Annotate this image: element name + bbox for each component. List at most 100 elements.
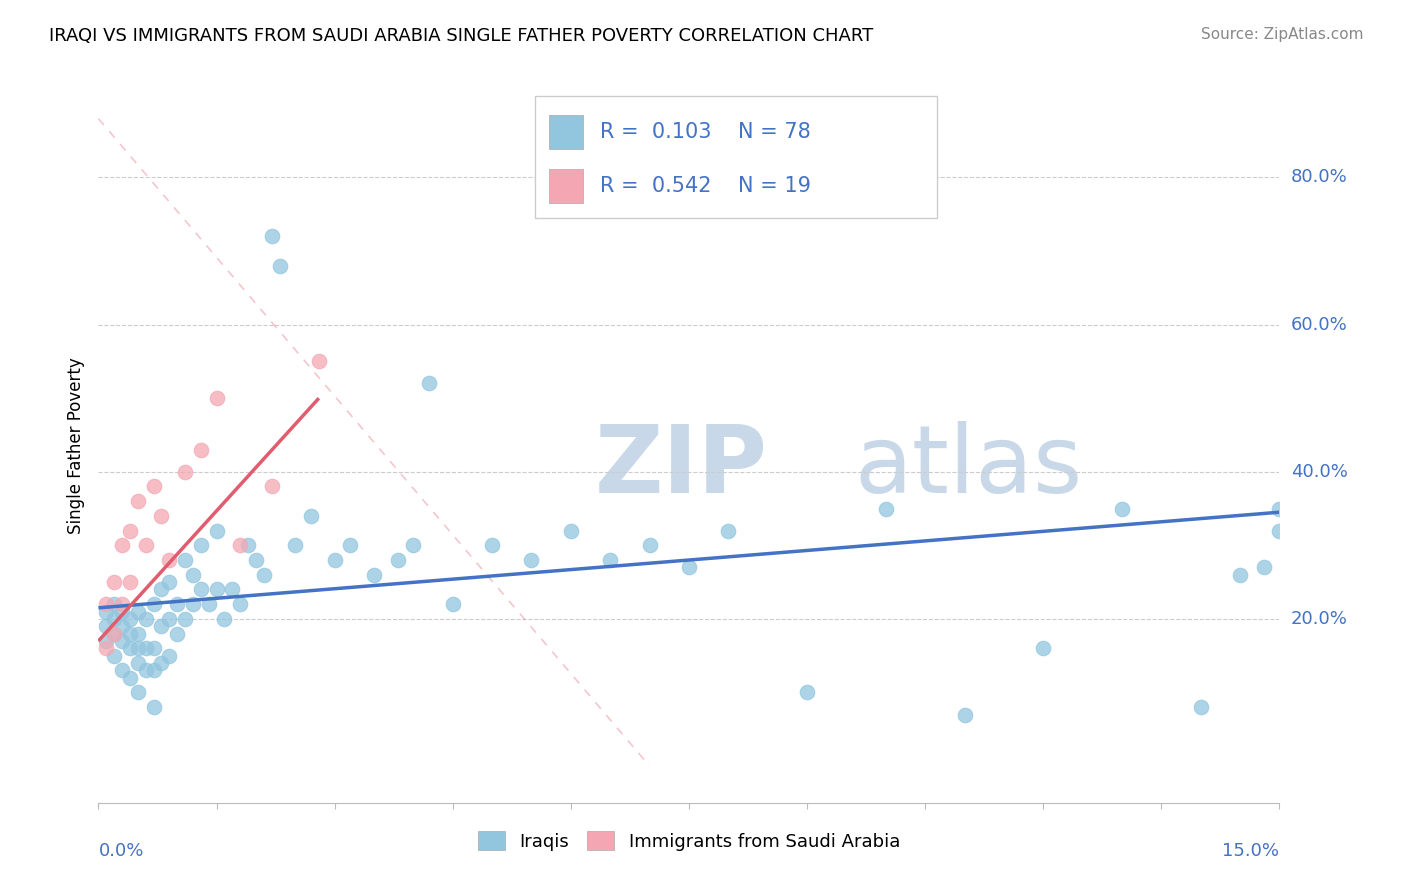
- Point: [481, 538, 503, 552]
- Point: [118, 641, 141, 656]
- Point: [157, 648, 180, 663]
- Point: [1268, 501, 1291, 516]
- Point: [560, 524, 582, 538]
- Legend: Iraqis, Immigrants from Saudi Arabia: Iraqis, Immigrants from Saudi Arabia: [471, 824, 907, 858]
- Point: [253, 567, 276, 582]
- Point: [441, 597, 464, 611]
- Text: ZIP: ZIP: [595, 421, 768, 514]
- Point: [205, 582, 228, 597]
- Point: [284, 538, 307, 552]
- Point: [363, 567, 385, 582]
- Point: [111, 619, 134, 633]
- Point: [245, 553, 267, 567]
- Text: R =  0.542    N = 19: R = 0.542 N = 19: [600, 176, 811, 196]
- Text: 15.0%: 15.0%: [1222, 842, 1279, 860]
- Point: [127, 605, 149, 619]
- Text: 0.0%: 0.0%: [98, 842, 143, 860]
- Point: [157, 575, 180, 590]
- Point: [1111, 501, 1133, 516]
- Point: [875, 501, 897, 516]
- Point: [638, 538, 661, 552]
- Point: [127, 656, 149, 670]
- Point: [796, 685, 818, 699]
- Point: [142, 479, 165, 493]
- Point: [166, 626, 188, 640]
- Point: [236, 538, 259, 552]
- Point: [299, 508, 322, 523]
- Text: 40.0%: 40.0%: [1291, 463, 1347, 481]
- Point: [111, 605, 134, 619]
- Point: [1253, 560, 1275, 574]
- Text: IRAQI VS IMMIGRANTS FROM SAUDI ARABIA SINGLE FATHER POVERTY CORRELATION CHART: IRAQI VS IMMIGRANTS FROM SAUDI ARABIA SI…: [49, 27, 873, 45]
- Point: [96, 641, 118, 656]
- Point: [118, 575, 141, 590]
- Point: [142, 597, 165, 611]
- Point: [174, 465, 197, 479]
- Point: [142, 664, 165, 678]
- Point: [150, 582, 173, 597]
- Point: [323, 553, 346, 567]
- Point: [1032, 641, 1054, 656]
- Point: [96, 619, 118, 633]
- Point: [127, 626, 149, 640]
- Point: [418, 376, 440, 391]
- Point: [135, 612, 157, 626]
- Point: [96, 605, 118, 619]
- Point: [205, 391, 228, 405]
- Point: [111, 634, 134, 648]
- Text: 20.0%: 20.0%: [1291, 610, 1347, 628]
- Point: [103, 626, 125, 640]
- Point: [205, 524, 228, 538]
- Point: [599, 553, 621, 567]
- Point: [150, 619, 173, 633]
- Point: [111, 664, 134, 678]
- Point: [150, 656, 173, 670]
- Point: [260, 479, 283, 493]
- Point: [127, 641, 149, 656]
- Point: [190, 442, 212, 457]
- Point: [166, 597, 188, 611]
- Point: [1189, 700, 1212, 714]
- Text: 60.0%: 60.0%: [1291, 316, 1347, 334]
- Point: [269, 259, 291, 273]
- Point: [127, 685, 149, 699]
- Point: [157, 553, 180, 567]
- Point: [190, 582, 212, 597]
- Point: [953, 707, 976, 722]
- Point: [181, 567, 204, 582]
- Text: atlas: atlas: [855, 421, 1083, 514]
- Point: [717, 524, 740, 538]
- Point: [1268, 524, 1291, 538]
- Text: Source: ZipAtlas.com: Source: ZipAtlas.com: [1201, 27, 1364, 42]
- Point: [142, 641, 165, 656]
- Point: [135, 641, 157, 656]
- Point: [174, 553, 197, 567]
- Point: [96, 597, 118, 611]
- Point: [339, 538, 361, 552]
- Point: [103, 648, 125, 663]
- Point: [127, 494, 149, 508]
- Point: [135, 664, 157, 678]
- Point: [214, 612, 236, 626]
- Point: [111, 538, 134, 552]
- Y-axis label: Single Father Poverty: Single Father Poverty: [66, 358, 84, 534]
- Point: [181, 597, 204, 611]
- Point: [103, 626, 125, 640]
- Point: [103, 612, 125, 626]
- Point: [111, 597, 134, 611]
- Point: [308, 354, 330, 368]
- Point: [197, 597, 219, 611]
- Point: [229, 538, 252, 552]
- Point: [135, 538, 157, 552]
- Point: [229, 597, 252, 611]
- Point: [103, 575, 125, 590]
- Point: [118, 612, 141, 626]
- Point: [150, 508, 173, 523]
- Point: [118, 671, 141, 685]
- Point: [190, 538, 212, 552]
- Point: [142, 700, 165, 714]
- Point: [1229, 567, 1251, 582]
- Point: [260, 229, 283, 244]
- Point: [118, 524, 141, 538]
- Point: [174, 612, 197, 626]
